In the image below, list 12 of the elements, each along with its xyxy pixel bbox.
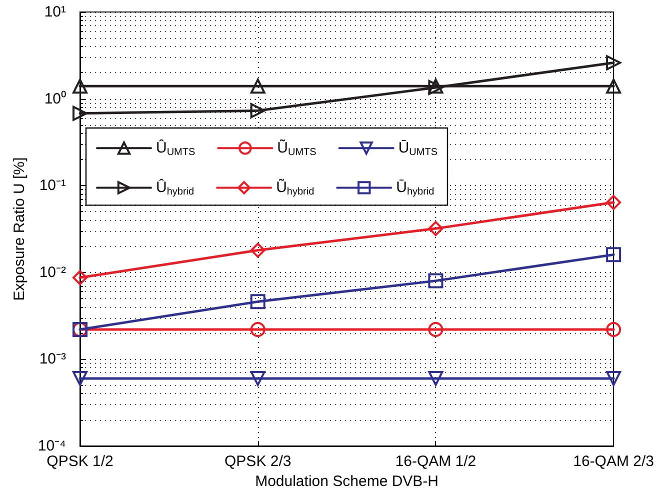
y-tick-label: 10⁻¹: [39, 177, 66, 194]
x-tick-label: QPSK 1/2: [46, 453, 114, 470]
y-tick-label: 10⁻⁴: [38, 438, 66, 454]
y-tick-label: 10⁰: [44, 90, 66, 108]
y-tick-label: 10⁻³: [39, 350, 66, 368]
x-tick-label: QPSK 2/3: [224, 453, 292, 470]
y-axis-title: Exposure Ratio U [%]: [10, 157, 28, 301]
y-tick-label: 10¹: [44, 4, 66, 20]
y-tick-label: 10⁻²: [39, 264, 66, 281]
x-tick-label: 16-QAM 2/3: [573, 453, 654, 470]
x-tick-label: 16-QAM 1/2: [395, 453, 476, 470]
x-axis-title: Modulation Scheme DVB-H: [255, 473, 438, 490]
